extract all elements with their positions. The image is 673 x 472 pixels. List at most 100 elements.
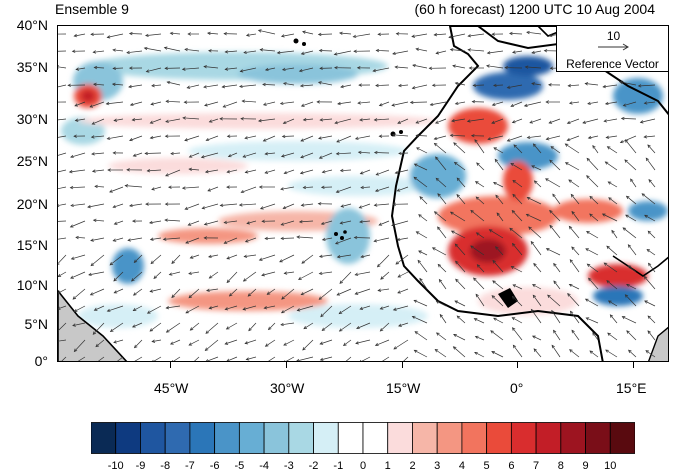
colorbar-label: 0 xyxy=(351,460,375,472)
wind-vector xyxy=(572,247,579,255)
wind-vector xyxy=(303,340,313,350)
wind-vector-head xyxy=(171,360,174,362)
wind-vector xyxy=(299,272,313,280)
wind-vector xyxy=(622,118,636,119)
wind-vector xyxy=(510,33,522,34)
lat-label-0: 0° xyxy=(0,353,48,369)
wind-vector xyxy=(608,333,617,340)
wind-vector xyxy=(627,331,636,340)
wind-vector xyxy=(241,187,256,192)
wind-vector xyxy=(73,289,85,299)
wind-vector xyxy=(415,332,427,340)
wind-vector xyxy=(125,186,142,187)
colorbar-label: -5 xyxy=(227,460,251,472)
wind-vector xyxy=(165,220,180,221)
colorbar-swatch xyxy=(91,423,116,454)
wind-vector xyxy=(134,289,142,295)
wind-vector xyxy=(58,255,66,265)
wind-vector xyxy=(437,333,446,340)
wind-vector xyxy=(400,357,409,362)
lon-label-30w: 30°W xyxy=(270,380,304,396)
reference-vector-label: Reference Vector xyxy=(557,57,668,71)
wind-vector xyxy=(468,50,484,51)
wind-vector xyxy=(468,34,484,36)
wind-vector xyxy=(263,136,275,141)
wind-vector xyxy=(477,163,484,170)
wind-vector xyxy=(340,272,351,283)
colorbar-swatch xyxy=(511,423,536,454)
colorbar-label: 9 xyxy=(574,460,598,472)
colorbar-swatch xyxy=(289,423,314,454)
wind-vector xyxy=(71,221,86,227)
wind-vector xyxy=(414,350,427,357)
wind-anomaly-map xyxy=(57,25,669,362)
colorbar-label: 4 xyxy=(450,460,474,472)
wind-vector xyxy=(420,197,427,204)
lon-label-0: 0° xyxy=(510,380,523,396)
colorbar-swatch xyxy=(215,423,240,454)
wind-vector xyxy=(297,237,313,238)
lat-label-15n: 15°N xyxy=(0,237,48,253)
wind-vector xyxy=(319,34,332,35)
wind-vector xyxy=(154,272,161,279)
colorbar-label: -6 xyxy=(203,460,227,472)
colorbar-swatch xyxy=(388,423,413,454)
wind-vector xyxy=(570,350,579,357)
colorbar-swatch xyxy=(561,423,586,454)
reference-vector-box: 10 Reference Vector xyxy=(556,25,669,72)
wind-vector xyxy=(205,340,218,351)
wind-vector xyxy=(167,323,181,332)
wind-vector xyxy=(625,160,636,170)
wind-vector xyxy=(435,350,446,358)
wind-vector xyxy=(171,357,180,362)
wind-vector xyxy=(185,204,199,209)
wind-vector xyxy=(547,249,561,255)
wind-vector xyxy=(58,153,66,158)
colorbar-label: -4 xyxy=(252,460,276,472)
lon-tick xyxy=(402,362,403,368)
wind-vector xyxy=(394,340,408,349)
wind-vector xyxy=(649,180,655,187)
wind-vector xyxy=(355,289,370,294)
map-canvas xyxy=(58,26,669,362)
wind-vector xyxy=(440,315,446,324)
colorbar-swatch xyxy=(338,423,363,454)
wind-vector xyxy=(283,357,294,362)
wind-vector xyxy=(377,357,389,362)
wind-vector-head xyxy=(74,361,77,362)
wind-vector-head xyxy=(265,361,268,362)
colorbar-swatch xyxy=(437,423,462,454)
wind-vector xyxy=(473,85,484,86)
wind-vector xyxy=(493,281,503,289)
wind-vector xyxy=(129,357,142,362)
wind-vector xyxy=(209,272,218,278)
wind-vector-head xyxy=(95,361,98,362)
wind-vector xyxy=(202,204,218,208)
wind-vector xyxy=(554,281,560,289)
lon-tick xyxy=(170,362,171,368)
wind-vector xyxy=(607,246,617,255)
wind-vector xyxy=(263,84,275,85)
lon-tick xyxy=(517,362,518,368)
lat-label-5n: 5°N xyxy=(0,316,48,332)
wind-vector xyxy=(648,231,655,238)
wind-vector xyxy=(130,34,142,35)
wind-vector xyxy=(648,316,655,323)
wind-vector xyxy=(185,136,199,141)
lon-tick xyxy=(633,362,634,368)
wind-vector xyxy=(91,289,105,295)
colorbar-label: -7 xyxy=(178,460,202,472)
lon-label-15w: 15°W xyxy=(386,380,420,396)
wind-vector xyxy=(337,136,351,142)
wind-vector xyxy=(269,323,276,330)
reference-arrow-icon xyxy=(597,42,631,52)
wind-vector xyxy=(58,67,66,69)
wind-vector xyxy=(375,153,389,154)
wind-vector xyxy=(135,340,143,348)
wind-vector xyxy=(646,158,655,170)
colorbar-label: 10 xyxy=(598,460,622,472)
wind-vector xyxy=(244,272,257,281)
colorbar-label: -3 xyxy=(277,460,301,472)
colorbar-swatch xyxy=(116,423,141,454)
wind-vector xyxy=(417,148,427,153)
